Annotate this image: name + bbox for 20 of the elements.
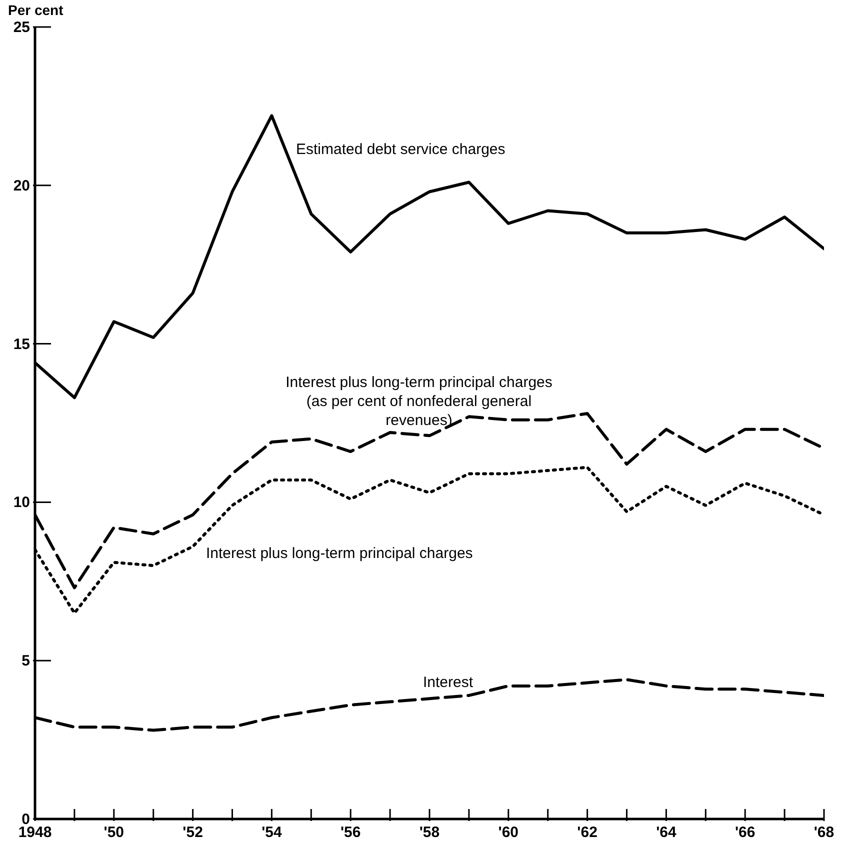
y-tick-label: 5 bbox=[22, 652, 30, 670]
series-label: Interest plus long-term principal charges (as per cent of nonfederal general revenues) bbox=[284, 373, 554, 430]
x-tick-label: '52 bbox=[182, 824, 203, 841]
x-tick-label: '56 bbox=[340, 824, 361, 841]
x-tick-label: '62 bbox=[577, 824, 598, 841]
series-label: Interest bbox=[422, 673, 474, 692]
x-tick-label: '50 bbox=[104, 824, 124, 841]
x-tick-label: '68 bbox=[814, 824, 834, 841]
y-tick-label: 20 bbox=[13, 177, 30, 194]
x-tick-label: '54 bbox=[262, 824, 282, 841]
series-label: Estimated debt service charges bbox=[296, 140, 506, 159]
y-tick-label: 10 bbox=[13, 494, 30, 512]
x-tick-label: '64 bbox=[656, 824, 677, 841]
y-tick-label: 25 bbox=[13, 19, 30, 36]
series-label: Interest plus long-term principal charges bbox=[206, 544, 474, 563]
y-tick-label: 15 bbox=[13, 336, 30, 353]
x-tick-label: '60 bbox=[498, 824, 519, 841]
x-tick-label: '58 bbox=[419, 824, 440, 841]
x-tick-label: '66 bbox=[734, 824, 756, 841]
y-axis-title: Per cent bbox=[8, 2, 64, 18]
